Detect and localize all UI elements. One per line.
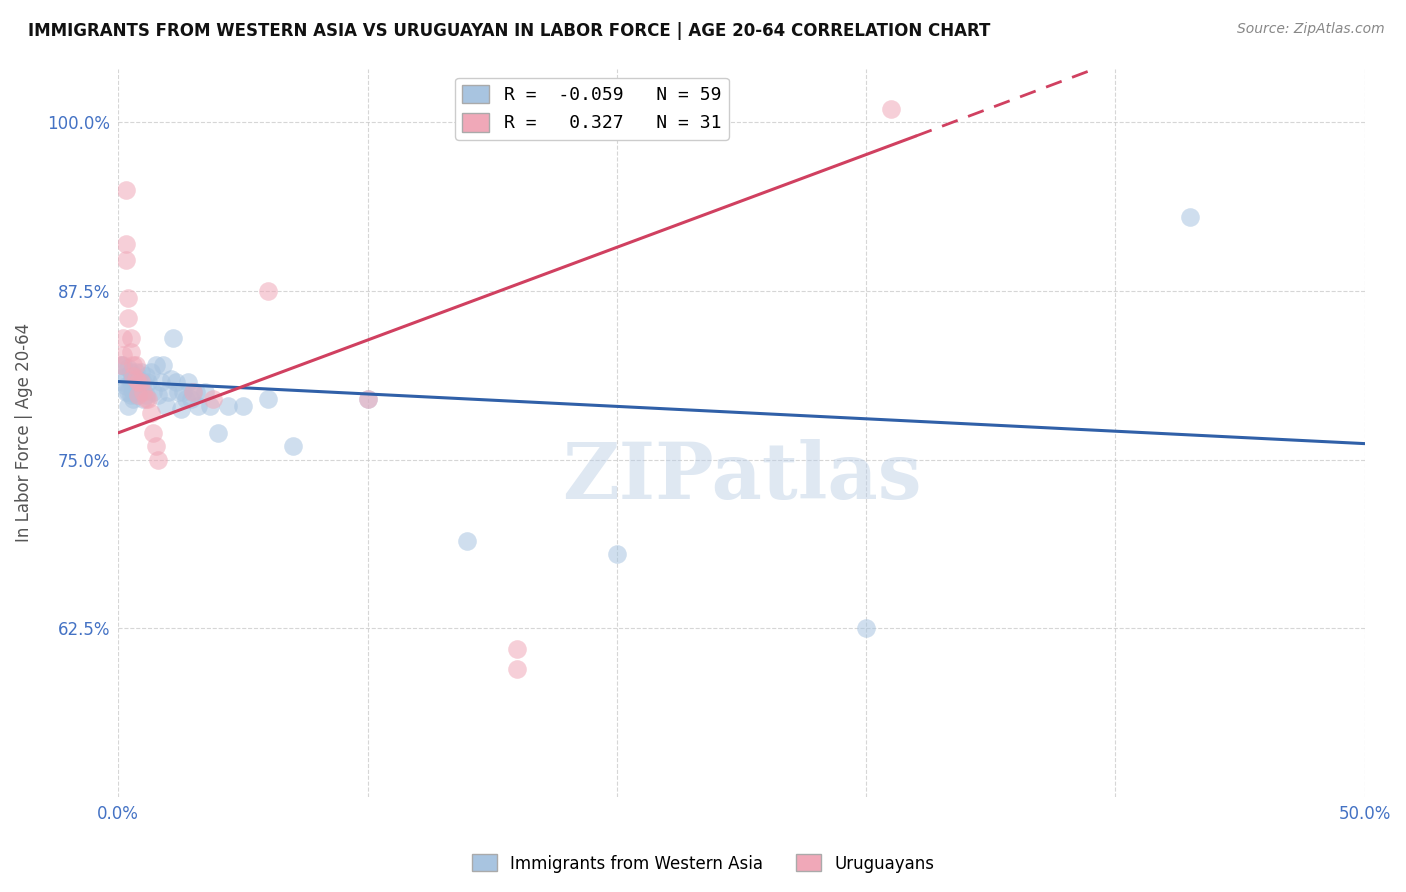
Legend: R =  -0.059   N = 59, R =   0.327   N = 31: R = -0.059 N = 59, R = 0.327 N = 31 xyxy=(456,78,728,140)
Point xyxy=(201,392,224,406)
Point xyxy=(120,388,142,402)
Point xyxy=(194,385,217,400)
Point xyxy=(124,378,146,392)
Point xyxy=(456,533,478,548)
Point xyxy=(1180,210,1202,224)
Point xyxy=(180,392,202,406)
Text: ZIPatlas: ZIPatlas xyxy=(562,439,921,515)
Point xyxy=(256,392,278,406)
Point xyxy=(169,401,191,416)
Point xyxy=(112,331,135,345)
Point xyxy=(157,385,180,400)
Point xyxy=(142,425,165,440)
Point xyxy=(114,378,136,392)
Point xyxy=(112,375,135,389)
Point xyxy=(135,392,157,406)
Point xyxy=(122,372,145,386)
Point xyxy=(606,547,628,561)
Point xyxy=(132,385,155,400)
Point xyxy=(110,359,132,373)
Point xyxy=(152,359,174,373)
Point xyxy=(145,439,167,453)
Point xyxy=(181,385,204,400)
Text: Source: ZipAtlas.com: Source: ZipAtlas.com xyxy=(1237,22,1385,37)
Point xyxy=(129,375,152,389)
Point xyxy=(146,452,169,467)
Point xyxy=(120,375,142,389)
Point xyxy=(129,365,152,379)
Point xyxy=(132,375,155,389)
Point xyxy=(127,388,149,402)
Point xyxy=(136,392,159,406)
Point xyxy=(506,641,529,656)
Point xyxy=(112,348,135,362)
Point xyxy=(114,369,136,384)
Point xyxy=(142,385,165,400)
Point xyxy=(132,392,155,406)
Point xyxy=(127,375,149,389)
Point xyxy=(117,385,139,400)
Point xyxy=(139,365,162,379)
Point xyxy=(117,399,139,413)
Point xyxy=(117,291,139,305)
Point xyxy=(356,392,378,406)
Point xyxy=(172,385,194,400)
Point xyxy=(127,372,149,386)
Point xyxy=(855,622,877,636)
Point xyxy=(117,311,139,326)
Point xyxy=(880,102,903,116)
Point xyxy=(129,385,152,400)
Point xyxy=(117,361,139,376)
Point xyxy=(162,331,184,345)
Point xyxy=(120,331,142,345)
Point xyxy=(145,359,167,373)
Point xyxy=(122,392,145,406)
Point xyxy=(120,365,142,379)
Point xyxy=(112,359,135,373)
Point xyxy=(124,365,146,379)
Point xyxy=(124,359,146,373)
Point xyxy=(124,388,146,402)
Point xyxy=(167,385,190,400)
Point xyxy=(122,359,145,373)
Point xyxy=(114,236,136,251)
Legend: Immigrants from Western Asia, Uruguayans: Immigrants from Western Asia, Uruguayans xyxy=(465,847,941,880)
Point xyxy=(232,399,254,413)
Point xyxy=(127,385,149,400)
Point xyxy=(139,406,162,420)
Point xyxy=(200,399,222,413)
Point xyxy=(114,183,136,197)
Point xyxy=(165,375,187,389)
Point xyxy=(120,344,142,359)
Point xyxy=(124,372,146,386)
Point xyxy=(281,439,304,453)
Point xyxy=(217,399,239,413)
Point xyxy=(207,425,229,440)
Point xyxy=(174,392,197,406)
Point xyxy=(136,375,159,389)
Point xyxy=(135,388,157,402)
Point xyxy=(155,399,177,413)
Y-axis label: In Labor Force | Age 20-64: In Labor Force | Age 20-64 xyxy=(15,323,32,542)
Point xyxy=(181,385,204,400)
Point xyxy=(177,375,200,389)
Point xyxy=(110,359,132,373)
Point xyxy=(149,375,172,389)
Point xyxy=(114,253,136,268)
Point xyxy=(146,388,169,402)
Point xyxy=(159,372,181,386)
Point xyxy=(184,385,207,400)
Point xyxy=(122,385,145,400)
Point xyxy=(122,369,145,384)
Point xyxy=(114,385,136,400)
Point xyxy=(135,369,157,384)
Point xyxy=(506,662,529,676)
Point xyxy=(256,284,278,298)
Point xyxy=(187,399,209,413)
Text: IMMIGRANTS FROM WESTERN ASIA VS URUGUAYAN IN LABOR FORCE | AGE 20-64 CORRELATION: IMMIGRANTS FROM WESTERN ASIA VS URUGUAYA… xyxy=(28,22,990,40)
Point xyxy=(356,392,378,406)
